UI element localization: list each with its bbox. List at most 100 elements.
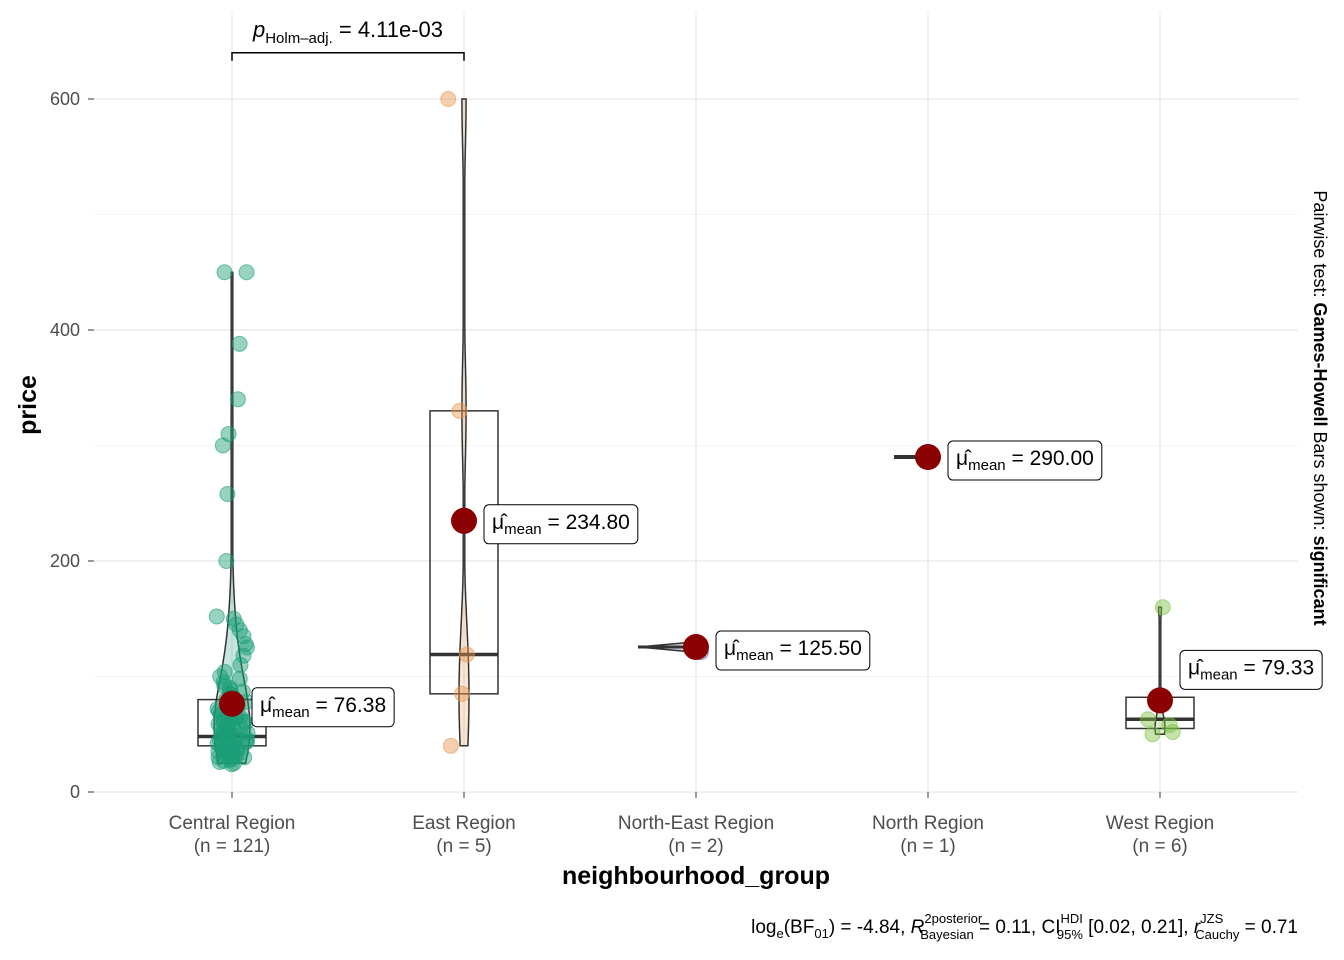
bf-log-sub: e	[777, 926, 784, 941]
data-point	[214, 437, 231, 454]
mean-marker	[683, 634, 709, 661]
mean-value: = 76.38	[310, 694, 386, 717]
mean-sub: mean	[504, 521, 542, 538]
r-value: = 0.71	[1239, 917, 1298, 938]
ci-value: [0.02, 0.21],	[1083, 917, 1194, 938]
r2-value: = 0.11,	[974, 917, 1042, 938]
mean-label: μ̂mean = 125.50	[724, 637, 862, 664]
mean-value: = 125.50	[774, 637, 862, 660]
ci-sub: 95%	[1057, 927, 1083, 942]
data-point	[218, 553, 235, 569]
data-point	[1154, 599, 1171, 616]
data-point	[231, 335, 248, 352]
r2-sup: 2	[924, 911, 931, 926]
data-point	[225, 610, 242, 627]
mean-symbol: μ̂	[956, 447, 972, 470]
data-point	[440, 91, 457, 107]
x-tick-label: West Region	[1106, 813, 1214, 834]
mean-value: = 234.80	[542, 511, 630, 534]
x-tick-count: (n = 6)	[1132, 836, 1187, 857]
mean-sub: mean	[736, 647, 774, 664]
right-caption-test: Games-Howell	[1310, 302, 1330, 426]
bf-open: (BF	[784, 917, 815, 938]
mean-value: = 290.00	[1006, 447, 1094, 470]
mean-symbol: μ̂	[492, 511, 508, 534]
data-point	[442, 737, 459, 754]
y-axis: 0 200 400 600	[50, 89, 94, 802]
x-tick-count: (n = 2)	[668, 836, 723, 857]
p-symbol: p	[252, 17, 265, 42]
bf-close: )	[829, 917, 835, 938]
bracket-label: pHolm–adj. = 4.11e-03	[252, 17, 443, 47]
x-tick-count: (n = 1)	[900, 836, 955, 857]
data-point	[238, 264, 255, 281]
mean-label-box	[947, 440, 1103, 481]
mean-label-box	[1179, 649, 1323, 690]
ci-symbol: CI	[1041, 917, 1060, 938]
mean-central-region: μ̂mean = 76.38	[219, 687, 395, 728]
y-tick-label: 400	[50, 320, 80, 340]
right-caption-middle: Bars shown:	[1310, 427, 1330, 536]
data-point	[1140, 711, 1157, 728]
p-value: 4.11e-03	[358, 17, 443, 42]
data-point	[458, 646, 475, 663]
data-point	[208, 608, 225, 625]
data-point	[220, 425, 237, 442]
mean-label-box	[483, 504, 639, 545]
right-caption: Pairwise test: Games-Howell Bars shown: …	[1310, 190, 1330, 625]
p-eq: =	[333, 17, 358, 42]
mean-marker	[915, 444, 941, 471]
group-east-region	[429, 91, 499, 754]
bf-value: = -4.84,	[835, 917, 911, 938]
grid	[94, 14, 1298, 793]
mean-north-region: μ̂mean = 290.00	[915, 440, 1103, 481]
y-axis-title: price	[14, 375, 42, 435]
data-point	[232, 656, 249, 673]
y-tick-label: 600	[50, 89, 80, 109]
mean-label-box	[715, 630, 871, 671]
data-point	[229, 391, 246, 408]
x-tick-label: North Region	[872, 813, 984, 834]
mean-north-east-region: μ̂mean = 125.50	[683, 630, 871, 671]
mean-marker	[1147, 687, 1173, 714]
x-tick-label: Central Region	[169, 813, 296, 834]
mean-symbol: μ̂	[724, 637, 740, 660]
means: μ̂mean = 76.38μ̂mean = 234.80μ̂mean = 12…	[219, 440, 1323, 728]
violin	[1154, 606, 1166, 735]
mean-marker	[219, 690, 245, 717]
violin	[213, 271, 251, 764]
x-axis-title: neighbourhood_group	[562, 862, 830, 890]
right-caption-shown: significant	[1310, 536, 1330, 626]
bf-log: log	[751, 917, 776, 938]
mean-marker	[451, 507, 477, 534]
mean-sub: mean	[1200, 666, 1238, 683]
bottom-caption: loge(BF01) = -4.84, R2posterior Bayesian …	[751, 911, 1298, 942]
data-point	[216, 264, 233, 281]
data-point	[451, 402, 468, 419]
x-axis: Central Region(n = 121) East Region(n = 5…	[169, 792, 1214, 857]
mean-label: μ̂mean = 76.38	[260, 694, 386, 721]
data-point	[216, 663, 233, 680]
mean-value: = 79.33	[1238, 656, 1314, 679]
r-symbol: r	[1194, 917, 1201, 938]
mean-symbol: μ̂	[260, 694, 276, 717]
mean-label-box	[251, 687, 395, 728]
y-tick-label: 0	[70, 782, 80, 802]
ci-sup: HDI	[1060, 911, 1082, 926]
right-caption-prefix: Pairwise test:	[1310, 190, 1330, 302]
r2-sup2: posterior	[932, 911, 983, 926]
y-tick-label: 200	[50, 551, 80, 571]
data-point	[219, 486, 236, 503]
p-sub: Holm–adj.	[265, 30, 333, 47]
r2-symbol: R	[911, 917, 925, 938]
r2-sub: Bayesian	[920, 927, 973, 942]
x-tick-count: (n = 5)	[436, 836, 491, 857]
data-point	[454, 685, 471, 702]
data-point	[231, 670, 248, 687]
r-sub: Cauchy	[1195, 927, 1240, 942]
x-tick-count: (n = 121)	[194, 836, 271, 857]
data-point	[1164, 723, 1181, 740]
bracket-line	[231, 52, 465, 61]
mean-label: μ̂mean = 290.00	[956, 447, 1094, 474]
mean-sub: mean	[272, 704, 310, 721]
